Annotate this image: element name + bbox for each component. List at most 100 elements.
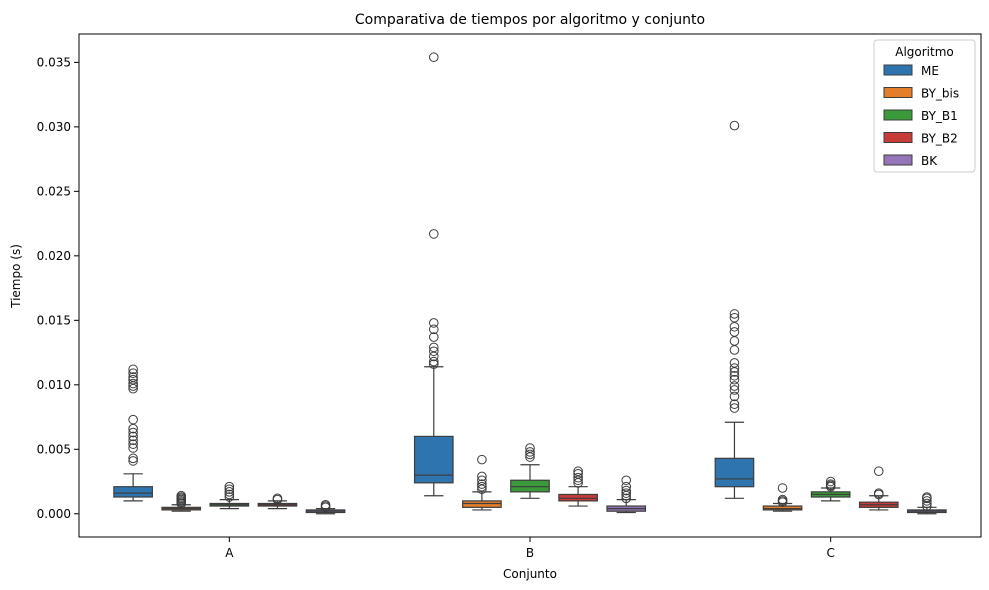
box-BK-C [907,492,947,515]
box-body [558,493,598,502]
box-body [714,457,755,488]
outlier-point [477,479,487,489]
legend-swatch-BY_bis [883,87,913,98]
box-body [113,486,153,498]
y-tick-label: 0.010 [37,378,71,392]
box-BY_bis-C [762,483,803,512]
legend-title: Algoritmo [895,45,954,59]
outlier-point [428,342,439,353]
box-BK-B [606,475,647,514]
outlier-point [873,488,884,498]
outlier-point [128,453,138,464]
chart-title: Comparativa de tiempos por algoritmo y c… [355,12,705,28]
box-BY_bis-A [161,490,202,512]
outlier-point [128,435,138,446]
outlier-point [729,385,740,395]
y-tick-label: 0.015 [37,313,71,327]
outlier-point [128,368,138,379]
outlier-point [428,229,439,239]
plot-frame [78,33,982,538]
outlier-point [224,487,235,497]
outlier-point [777,494,788,505]
y-tick-label: 0.020 [37,249,71,263]
outlier-point [922,496,932,506]
outlier-point [777,483,788,493]
outlier-point [320,499,331,510]
outlier-point [621,493,632,504]
legend-label-ME: ME [921,64,939,78]
outlier-point [224,492,235,502]
outlier-point [729,374,740,385]
box-body [462,500,502,508]
outlier-point [621,475,632,486]
outlier-point [128,374,138,385]
outlier-point [428,359,439,369]
outlier-point [428,52,439,63]
box-BY_B2-B [558,466,598,507]
x-axis: A B C [225,537,835,560]
outlier-point [428,324,439,335]
y-axis-label: Tiempo (s) [9,244,23,309]
outlier-point [573,466,583,477]
outlier-point [128,456,138,466]
legend-label-BY_B1: BY_B1 [921,109,958,123]
outlier-point [729,327,740,337]
outlier-point [729,370,740,381]
outlier-point [922,498,932,509]
outlier-point [729,391,740,402]
outlier-point [573,469,583,479]
box-ME-B [413,52,454,497]
y-tick-label: 0.000 [37,507,71,521]
y-tick-label: 0.035 [37,55,71,69]
outlier-point [224,489,235,500]
legend-swatch-BY_B1 [883,109,913,121]
y-axis: 0.000 0.005 0.010 0.015 0.020 0.025 0.030 0.035 [37,55,79,521]
outlier-point [428,318,439,328]
outlier-point [825,479,836,489]
outlier-point [729,381,740,391]
outlier-point [128,414,138,425]
box-BY_B1-A [209,481,250,510]
outlier-point [621,488,632,498]
outlier-point [922,492,932,502]
outlier-point [477,471,487,482]
outlier-point [729,309,740,319]
outlier-point [621,485,632,496]
outlier-point [128,431,138,442]
legend-swatch-ME [883,64,913,76]
outlier-point [729,399,740,409]
outlier-point [128,439,138,449]
box-BY_B1-C [810,476,851,502]
y-tick-label: 0.030 [37,120,71,134]
box-BK-A [305,499,346,515]
box-BY_B1-B [510,443,550,499]
box-BY_B2-C [858,466,899,511]
outlier-point [477,475,487,486]
outlier-point [428,356,439,367]
x-tick-label: C [826,546,834,560]
outlier-point [128,364,138,375]
box-ME-A [113,364,153,502]
legend-frame [873,39,976,173]
outlier-point [477,454,487,465]
box-BY_B2-A [257,493,298,510]
outlier-point [825,476,836,487]
box-ME-C [714,120,755,499]
x-tick-label: B [526,546,534,560]
legend-swatch-BY_B2 [883,132,913,143]
outlier-point [525,449,535,460]
y-tick-label: 0.025 [37,184,71,198]
outlier-point [128,427,138,438]
outlier-point [729,358,740,368]
outlier-point [873,466,884,477]
legend-label-BY_B2: BY_B2 [921,132,958,146]
outlier-point [525,443,535,453]
outlier-point [128,372,138,382]
y-tick-label: 0.005 [37,442,71,456]
outlier-point [525,447,535,457]
legend-swatch-BK [883,154,913,166]
outlier-point [621,481,632,492]
outlier-point [176,490,187,501]
x-axis-label: Conjunto [503,567,557,581]
